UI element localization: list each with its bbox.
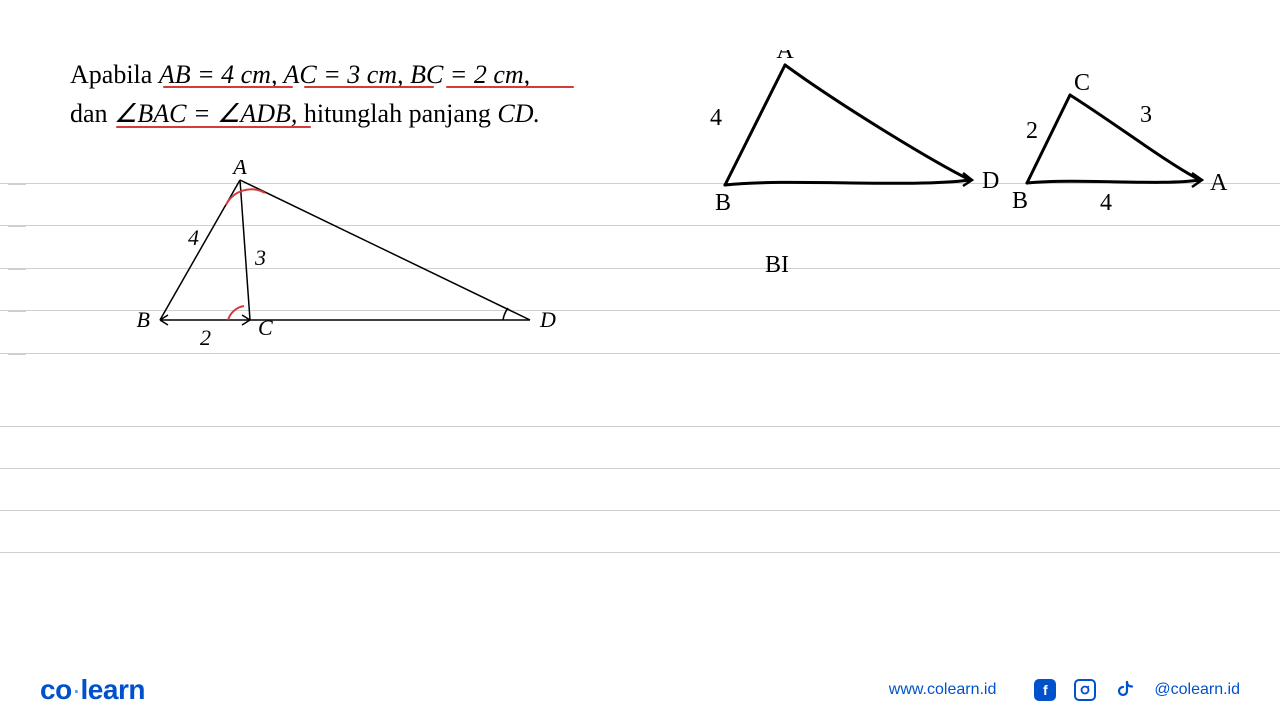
text-cd: CD. <box>497 99 540 128</box>
logo-co: co <box>40 674 72 705</box>
facebook-icon[interactable]: f <box>1034 679 1056 701</box>
hw-vertex-b: B <box>715 190 731 216</box>
hw-vertex-d: D <box>982 168 999 194</box>
hw-side-4: 4 <box>710 105 722 131</box>
scratch-text: BI <box>765 252 789 278</box>
side-label-4: 4 <box>188 225 199 250</box>
underline-angle <box>116 126 311 128</box>
vertex-label-d: D <box>539 307 556 332</box>
ruled-line <box>0 552 1280 553</box>
social-handle[interactable]: @colearn.id <box>1154 681 1240 699</box>
brand-logo: co·learn <box>40 674 145 706</box>
footer: co·learn www.colearn.id f @colearn.id <box>0 660 1280 720</box>
ruled-line <box>0 510 1280 511</box>
underline-ac <box>304 86 434 88</box>
footer-url[interactable]: www.colearn.id <box>889 681 997 699</box>
hw-side-4b: 4 <box>1100 190 1112 216</box>
text-angle: ∠BAC = ∠ADB, <box>114 99 297 128</box>
instagram-icon[interactable] <box>1074 679 1096 701</box>
margin-tick <box>8 268 26 270</box>
side-label-2: 2 <box>200 325 211 350</box>
handwritten-work: A B D 4 C B A 2 3 4 BI <box>670 50 1240 300</box>
margin-tick <box>8 310 26 312</box>
vertex-label-c: C <box>258 315 273 340</box>
logo-learn: learn <box>81 674 145 705</box>
side-label-3: 3 <box>254 245 266 270</box>
margin-tick <box>8 225 26 227</box>
hw-side-3: 3 <box>1140 102 1152 128</box>
vertex-label-b: B <box>137 307 150 332</box>
printed-diagram: A B C D 4 3 2 <box>120 160 560 360</box>
problem-statement: Apabila AB = 4 cm, AC = 3 cm, BC = 2 cm,… <box>70 55 540 133</box>
ruled-line <box>0 468 1280 469</box>
hw-vertex-b2: B <box>1012 188 1028 214</box>
hw-vertex-c: C <box>1074 70 1090 96</box>
hw-vertex-a: A <box>776 50 794 64</box>
footer-right: www.colearn.id f @colearn.id <box>889 679 1240 701</box>
text-bc: BC = 2 cm, <box>410 60 530 89</box>
underline-ab <box>163 86 293 88</box>
content-area: Apabila AB = 4 cm, AC = 3 cm, BC = 2 cm,… <box>0 0 1280 660</box>
text-apabila: Apabila <box>70 60 159 89</box>
ruled-line <box>0 426 1280 427</box>
hw-vertex-a2: A <box>1210 170 1228 196</box>
margin-tick <box>8 183 26 185</box>
margin-tick <box>8 353 26 355</box>
logo-dot: · <box>72 674 81 705</box>
text-ab: AB = 4 cm, <box>159 60 278 89</box>
underline-bc <box>446 86 574 88</box>
text-suffix: hitunglah panjang <box>297 99 497 128</box>
tiktok-icon[interactable] <box>1114 679 1136 701</box>
vertex-label-a: A <box>231 160 247 179</box>
text-dan: dan <box>70 99 114 128</box>
text-ac: AC = 3 cm, <box>283 60 403 89</box>
hw-side-2: 2 <box>1026 118 1038 144</box>
